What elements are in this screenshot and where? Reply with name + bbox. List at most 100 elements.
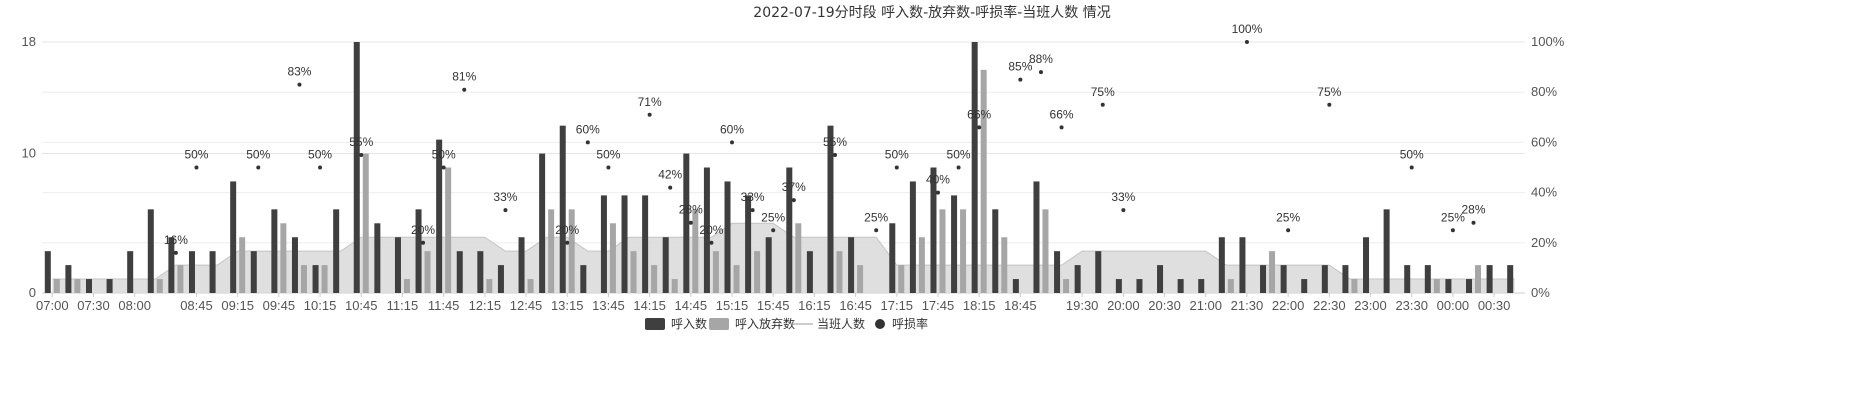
bar-calls[interactable]	[1177, 279, 1184, 293]
bar-calls[interactable]	[971, 42, 978, 293]
bar-abandoned[interactable]	[527, 279, 534, 293]
bar-calls[interactable]	[621, 195, 628, 293]
bar-calls[interactable]	[1445, 279, 1452, 293]
bar-abandoned[interactable]	[1001, 237, 1008, 293]
bar-calls[interactable]	[1466, 279, 1473, 293]
bar-abandoned[interactable]	[960, 209, 967, 293]
loss-rate-point[interactable]	[771, 228, 776, 233]
bar-abandoned[interactable]	[630, 251, 637, 293]
bar-abandoned[interactable]	[733, 265, 740, 293]
loss-rate-point[interactable]	[462, 87, 467, 92]
loss-rate-point[interactable]	[585, 140, 590, 145]
bar-calls[interactable]	[1198, 279, 1205, 293]
bar-calls[interactable]	[188, 251, 195, 293]
legend-item[interactable]: 呼入放弃数	[709, 316, 795, 331]
bar-calls[interactable]	[1424, 265, 1431, 293]
bar-calls[interactable]	[209, 251, 216, 293]
bar-abandoned[interactable]	[1227, 279, 1234, 293]
legend-item[interactable]: 呼损率	[875, 316, 928, 331]
loss-rate-point[interactable]	[709, 240, 714, 245]
loss-rate-point[interactable]	[750, 208, 755, 213]
loss-rate-point[interactable]	[1286, 228, 1291, 233]
bar-calls[interactable]	[1260, 265, 1267, 293]
loss-rate-point[interactable]	[297, 82, 302, 87]
loss-rate-point[interactable]	[1038, 70, 1043, 75]
loss-rate-point[interactable]	[606, 165, 611, 170]
bar-abandoned[interactable]	[177, 265, 184, 293]
bar-calls[interactable]	[600, 195, 607, 293]
bar-calls[interactable]	[930, 167, 937, 294]
bar-calls[interactable]	[1383, 209, 1390, 293]
bar-calls[interactable]	[786, 167, 793, 294]
loss-rate-point[interactable]	[688, 220, 693, 225]
bar-calls[interactable]	[559, 125, 566, 294]
bar-abandoned[interactable]	[239, 237, 246, 293]
bar-calls[interactable]	[745, 195, 752, 293]
bar-calls[interactable]	[683, 153, 690, 293]
bar-calls[interactable]	[147, 209, 154, 293]
bar-calls[interactable]	[374, 223, 381, 293]
bar-abandoned[interactable]	[939, 209, 946, 293]
legend-item[interactable]: 呼入数	[645, 316, 707, 331]
bar-calls[interactable]	[353, 42, 360, 293]
bar-abandoned[interactable]	[712, 251, 719, 293]
loss-rate-point[interactable]	[1450, 228, 1455, 233]
bar-calls[interactable]	[1054, 251, 1061, 293]
loss-rate-point[interactable]	[1244, 40, 1249, 44]
bar-calls[interactable]	[1157, 265, 1164, 293]
bar-abandoned[interactable]	[1475, 265, 1482, 293]
loss-rate-point[interactable]	[441, 165, 446, 170]
bar-abandoned[interactable]	[53, 279, 60, 293]
bar-calls[interactable]	[106, 279, 113, 293]
loss-rate-point[interactable]	[935, 190, 940, 195]
bar-calls[interactable]	[724, 181, 731, 293]
bar-calls[interactable]	[333, 209, 340, 293]
bar-calls[interactable]	[1033, 181, 1040, 293]
bar-abandoned[interactable]	[1351, 279, 1358, 293]
bar-calls[interactable]	[1507, 265, 1514, 293]
bar-abandoned[interactable]	[898, 265, 905, 293]
bar-abandoned[interactable]	[651, 265, 658, 293]
loss-rate-point[interactable]	[256, 165, 261, 170]
bar-abandoned[interactable]	[1042, 209, 1049, 293]
loss-rate-point[interactable]	[1471, 220, 1476, 225]
bar-calls[interactable]	[518, 237, 525, 293]
bar-calls[interactable]	[312, 265, 319, 293]
bar-calls[interactable]	[909, 181, 916, 293]
bar-abandoned[interactable]	[1269, 251, 1276, 293]
loss-rate-point[interactable]	[359, 152, 364, 157]
loss-rate-point[interactable]	[1409, 165, 1414, 170]
loss-rate-point[interactable]	[503, 208, 508, 213]
bar-abandoned[interactable]	[445, 167, 452, 294]
loss-rate-point[interactable]	[1121, 208, 1126, 213]
bar-calls[interactable]	[539, 153, 546, 293]
loss-rate-point[interactable]	[1327, 102, 1332, 107]
bar-abandoned[interactable]	[918, 237, 925, 293]
bar-abandoned[interactable]	[156, 279, 163, 293]
bar-abandoned[interactable]	[300, 265, 307, 293]
bar-abandoned[interactable]	[424, 251, 431, 293]
loss-rate-point[interactable]	[421, 240, 426, 245]
bar-abandoned[interactable]	[403, 279, 410, 293]
loss-rate-point[interactable]	[791, 198, 796, 203]
bar-abandoned[interactable]	[857, 265, 864, 293]
bar-abandoned[interactable]	[692, 209, 699, 293]
bar-calls[interactable]	[85, 279, 92, 293]
loss-rate-point[interactable]	[668, 185, 673, 190]
bar-calls[interactable]	[127, 251, 134, 293]
bar-abandoned[interactable]	[548, 209, 555, 293]
loss-rate-point[interactable]	[1059, 125, 1064, 130]
loss-rate-point[interactable]	[173, 250, 178, 255]
bar-calls[interactable]	[65, 265, 72, 293]
bar-calls[interactable]	[1115, 279, 1122, 293]
loss-rate-point[interactable]	[647, 112, 652, 117]
bar-calls[interactable]	[662, 237, 669, 293]
loss-rate-point[interactable]	[956, 165, 961, 170]
bar-calls[interactable]	[889, 223, 896, 293]
bar-calls[interactable]	[291, 237, 298, 293]
bar-calls[interactable]	[1321, 265, 1328, 293]
bar-calls[interactable]	[580, 265, 587, 293]
bar-calls[interactable]	[250, 251, 257, 293]
bar-abandoned[interactable]	[795, 223, 802, 293]
loss-rate-point[interactable]	[874, 228, 879, 233]
